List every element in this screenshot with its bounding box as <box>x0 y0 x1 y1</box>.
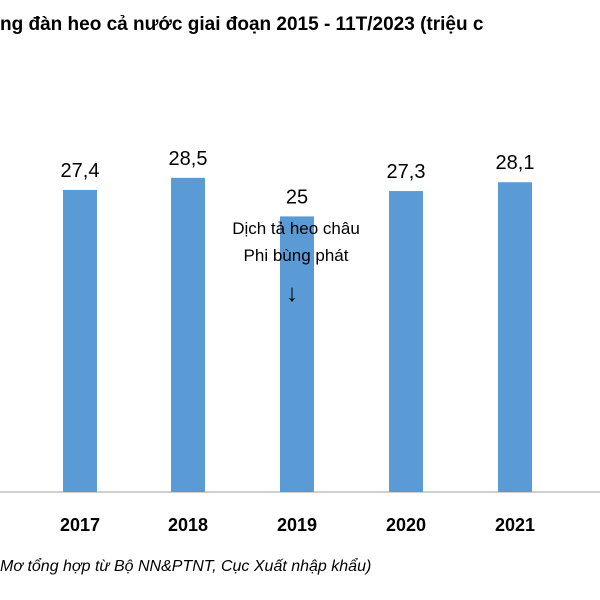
annotation: Dịch tả heo châu Phi bùng phát ↓ <box>232 219 360 307</box>
source-note: Mơ tổng hợp từ Bộ NN&PTNT, Cục Xuất nhập… <box>0 558 372 575</box>
x-tick-2019: 2019 <box>277 515 317 535</box>
value-label-2017: 27,4 <box>61 160 100 182</box>
bar-2017 <box>63 189 97 492</box>
bars <box>63 177 532 493</box>
value-label-2020: 27,3 <box>387 161 426 183</box>
bar-2018 <box>171 177 205 493</box>
value-label-2021: 28,1 <box>496 152 535 174</box>
x-tick-2017: 2017 <box>60 515 100 535</box>
value-labels: 27,4 28,5 25 27,3 28,1 <box>61 148 535 209</box>
annotation-line-2: Phi bùng phát <box>244 246 349 265</box>
chart-title: ng đàn heo cả nước giai đoạn 2015 - 11T/… <box>0 14 484 35</box>
bar-2019 <box>280 216 314 492</box>
value-label-2019: 25 <box>286 186 308 208</box>
x-tick-2021: 2021 <box>495 515 535 535</box>
x-tick-2018: 2018 <box>168 515 208 535</box>
value-label-2018: 28,5 <box>169 148 208 170</box>
bar-2020 <box>389 191 423 492</box>
annotation-arrow: ↓ <box>286 280 298 307</box>
annotation-line-1: Dịch tả heo châu <box>232 219 360 238</box>
x-tick-2020: 2020 <box>386 515 426 535</box>
bar-2021 <box>498 182 532 492</box>
x-tick-labels: 2017 2018 2019 2020 2021 <box>60 515 535 535</box>
